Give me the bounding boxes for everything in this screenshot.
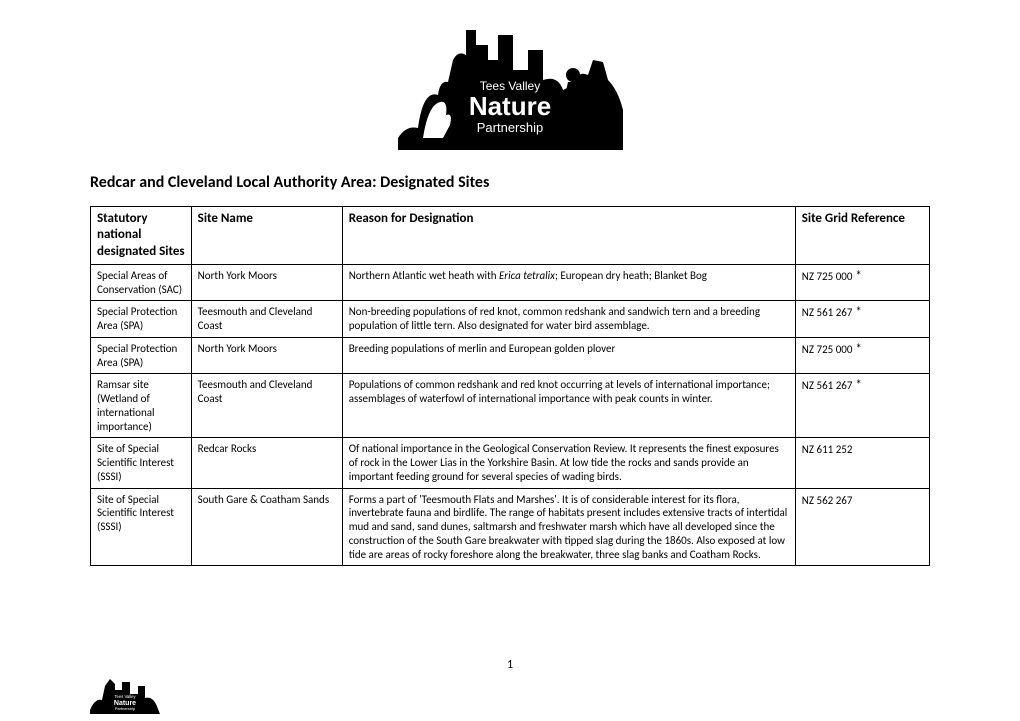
page-number: 1: [90, 658, 930, 672]
grid-ref-value: NZ 561 267: [802, 306, 853, 319]
grid-ref-asterisk: *: [852, 378, 861, 393]
cell-designation: Site of Special Scientific Interest (SSS…: [91, 488, 192, 566]
svg-text:Partnership: Partnership: [115, 706, 136, 711]
designated-sites-table: Statutory national designated Sites Site…: [90, 206, 930, 566]
cell-reason: Of national importance in the Geological…: [342, 438, 795, 488]
header-grid-ref: Site Grid Reference: [795, 207, 929, 265]
grid-ref-value: NZ 561 267: [802, 379, 853, 392]
page-title: Redcar and Cleveland Local Authority Are…: [90, 173, 930, 192]
cell-designation: Ramsar site (Wetland of international im…: [91, 374, 192, 438]
cell-reason: Populations of common redshank and red k…: [342, 374, 795, 438]
table-row: Ramsar site (Wetland of international im…: [91, 374, 930, 438]
grid-ref-value: NZ 562 267: [802, 494, 853, 507]
cell-grid-ref: NZ 561 267 *: [795, 301, 929, 338]
cell-grid-ref: NZ 725 000 *: [795, 264, 929, 301]
cell-designation: Special Protection Area (SPA): [91, 301, 192, 338]
table-header-row: Statutory national designated Sites Site…: [91, 207, 930, 265]
header-site-name: Site Name: [191, 207, 342, 265]
reason-text-post: ; European dry heath; Blanket Bog: [555, 269, 707, 282]
reason-text-italic: Erica tetralix: [499, 269, 555, 282]
cell-grid-ref: NZ 725 000 *: [795, 337, 929, 374]
cell-site-name: North York Moors: [191, 337, 342, 374]
table-row: Special Protection Area (SPA) Teesmouth …: [91, 301, 930, 338]
footer-logo: Tees Valley Nature Partnership: [90, 676, 160, 714]
cell-site-name: Teesmouth and Cleveland Coast: [191, 301, 342, 338]
grid-ref-asterisk: *: [852, 269, 861, 284]
grid-ref-value: NZ 611 252: [802, 443, 853, 456]
cell-grid-ref: NZ 611 252: [795, 438, 929, 488]
document-page: Tees Valley Nature Partnership Redcar an…: [0, 0, 1020, 721]
cell-reason: Breeding populations of merlin and Europ…: [342, 337, 795, 374]
tees-valley-nature-logo: Tees Valley Nature Partnership: [398, 20, 623, 150]
grid-ref-asterisk: *: [852, 342, 861, 357]
header-statutory: Statutory national designated Sites: [91, 207, 192, 265]
table-row: Site of Special Scientific Interest (SSS…: [91, 438, 930, 488]
cell-reason: Non-breeding populations of red knot, co…: [342, 301, 795, 338]
header-reason: Reason for Designation: [342, 207, 795, 265]
grid-ref-value: NZ 725 000: [802, 270, 853, 283]
logo-text-line2: Nature: [468, 91, 550, 121]
svg-text:Tees Valley: Tees Valley: [114, 694, 136, 699]
table-row: Special Areas of Conservation (SAC) Nort…: [91, 264, 930, 301]
cell-site-name: North York Moors: [191, 264, 342, 301]
cell-grid-ref: NZ 562 267: [795, 488, 929, 566]
cell-grid-ref: NZ 561 267 *: [795, 374, 929, 438]
logo-container: Tees Valley Nature Partnership: [90, 20, 930, 155]
cell-site-name: Redcar Rocks: [191, 438, 342, 488]
cell-designation: Special Protection Area (SPA): [91, 337, 192, 374]
table-row: Special Protection Area (SPA) North York…: [91, 337, 930, 374]
cell-site-name: Teesmouth and Cleveland Coast: [191, 374, 342, 438]
cell-reason: Forms a part of 'Teesmouth Flats and Mar…: [342, 488, 795, 566]
cell-designation: Special Areas of Conservation (SAC): [91, 264, 192, 301]
logo-text-line3: Partnership: [476, 120, 542, 135]
grid-ref-value: NZ 725 000: [802, 343, 853, 356]
footer: 1 Tees Valley Nature Partnership: [90, 658, 930, 703]
cell-reason: Northern Atlantic wet heath with Erica t…: [342, 264, 795, 301]
cell-designation: Site of Special Scientific Interest (SSS…: [91, 438, 192, 488]
table-row: Site of Special Scientific Interest (SSS…: [91, 488, 930, 566]
grid-ref-asterisk: *: [852, 305, 861, 320]
cell-site-name: South Gare & Coatham Sands: [191, 488, 342, 566]
reason-text-pre: Northern Atlantic wet heath with: [349, 269, 499, 282]
